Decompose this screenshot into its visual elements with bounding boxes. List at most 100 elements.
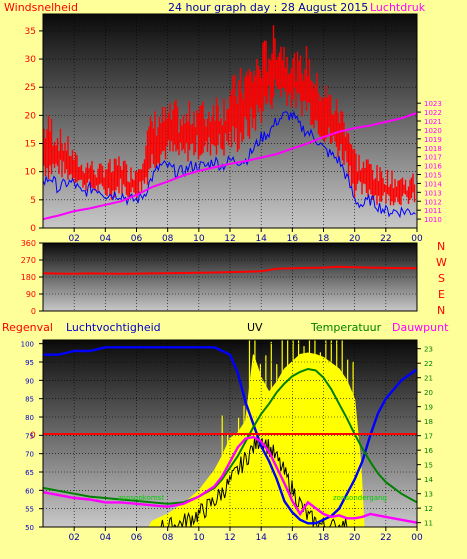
pressure-y-label: 1021 (424, 118, 442, 126)
humidity-title: Luchtvochtigheid (66, 321, 161, 334)
dir-y-label: 180 (21, 273, 36, 282)
wind-x-label: 16 (287, 234, 299, 244)
wind-x-label: 00 (411, 234, 423, 244)
hum-x-label: 12 (224, 533, 235, 543)
wind-y-label: 0 (30, 224, 36, 234)
hum-y-label: 95 (25, 359, 34, 367)
hum-y-label: 70 (25, 451, 34, 459)
pressure-line (42, 112, 418, 221)
temperature-title: Temperatuur (310, 321, 382, 334)
pressure-y-label: 1017 (424, 154, 442, 162)
hum-y-label: 55 (25, 506, 34, 514)
wind-x-label: 12 (224, 234, 235, 244)
wind-x-label: 20 (349, 234, 361, 244)
hum-y-label: 85 (25, 396, 34, 404)
graph-title: 24 hour graph day : 28 August 2015 (168, 1, 368, 14)
hum-x-label: 18 (318, 533, 330, 543)
temp-y-label: 14 (424, 476, 433, 484)
pressure-y-label: 1022 (424, 109, 442, 117)
temp-y-label: 23 (424, 346, 433, 354)
hum-y-label: 100 (21, 341, 34, 349)
pressure-y-label: 1013 (424, 189, 442, 197)
temp-y-label: 17 (424, 433, 433, 441)
dir-plot-frame (42, 242, 418, 312)
wind-x-label: 22 (380, 234, 391, 244)
hum-y-label: 65 (25, 469, 34, 477)
hum-x-label: 14 (255, 533, 267, 543)
temp-y-label: 16 (424, 447, 433, 455)
wind-axis-title: Windsnelheid (4, 1, 78, 14)
temp-y-label: 22 (424, 360, 433, 368)
pressure-y-label: 1011 (424, 207, 442, 215)
pressure-y-label: 1016 (424, 163, 442, 171)
rain-title: Regenval (2, 321, 53, 334)
wind-direction-panel: 0 90 180 270 360 N W S E N (21, 239, 447, 317)
hum-x-label: 02 (68, 533, 79, 543)
hum-y-label: 90 (25, 377, 34, 385)
wind-y-label: 30 (25, 55, 37, 65)
direction-label-n-bottom: N (437, 304, 445, 317)
humidity-line (43, 346, 418, 525)
temp-y-label: 15 (424, 462, 433, 470)
wind-x-label: 02 (68, 234, 79, 244)
dir-y-label: 270 (21, 256, 36, 265)
dewpoint-title: Dauwpunt (392, 321, 449, 334)
hum-y-label: 60 (25, 487, 34, 495)
wind-y-label: 5 (30, 196, 36, 206)
dir-y-label: 90 (26, 290, 36, 299)
rain-zero-label: 0 (30, 431, 36, 441)
temp-y-label: 18 (424, 418, 433, 426)
direction-label-w: W (436, 256, 447, 269)
direction-label-e: E (438, 288, 445, 301)
wind-y-label: 25 (25, 83, 36, 93)
hum-x-label: 04 (100, 533, 112, 543)
wind-y-label: 35 (25, 27, 36, 37)
pressure-axis-title: Luchtdruk (370, 1, 426, 14)
wind-pressure-panel: 0510152025303510101011101210131014101510… (25, 13, 442, 244)
pressure-y-label: 1023 (424, 100, 442, 108)
dir-y-label: 360 (21, 239, 36, 248)
hum-x-label: 10 (193, 533, 205, 543)
temp-y-label: 13 (424, 491, 433, 499)
temp-y-label: 12 (424, 505, 433, 513)
wind-y-label: 10 (25, 168, 37, 178)
uv-title: UV (247, 321, 263, 334)
temp-y-label: 21 (424, 375, 433, 383)
sunrise-label: zonsopkomst (118, 494, 164, 502)
direction-label-n-top: N (437, 240, 445, 253)
hum-x-label: 16 (287, 533, 299, 543)
wind-x-label: 08 (162, 234, 174, 244)
wind-direction-line (42, 265, 418, 275)
hum-y-label: 80 (25, 414, 34, 422)
temp-y-label: 20 (424, 389, 433, 397)
hum-x-label: 06 (131, 533, 143, 543)
direction-label-s: S (438, 272, 445, 285)
hum-x-label: 20 (349, 533, 361, 543)
pressure-y-label: 1014 (424, 180, 442, 188)
dewpoint-line (42, 435, 418, 524)
pressure-y-label: 1020 (424, 127, 442, 135)
hum-x-label: 08 (162, 533, 174, 543)
temp-y-label: 19 (424, 404, 433, 412)
wind-x-label: 18 (318, 234, 330, 244)
temp-y-label: 11 (424, 520, 433, 528)
hum-x-label: 22 (380, 533, 391, 543)
temperature-line (42, 367, 418, 505)
pressure-y-label: 1019 (424, 136, 442, 144)
wind-x-label: 10 (193, 234, 205, 244)
pressure-y-label: 1018 (424, 145, 442, 153)
pressure-y-label: 1010 (424, 216, 442, 224)
wind-y-label: 15 (25, 140, 36, 150)
dir-y-label: 0 (31, 307, 36, 316)
pressure-y-label: 1012 (424, 198, 442, 206)
wind-x-label: 06 (131, 234, 143, 244)
wind-x-label: 14 (255, 234, 267, 244)
gust-average-line (42, 110, 416, 219)
hum-y-label: 75 (25, 432, 34, 440)
pressure-y-label: 1015 (424, 172, 442, 180)
humidity-temp-uv-panel: 0 zonsopkomst zonsondergang 50 55 60 65 70 75… (21, 339, 433, 543)
wind-y-label: 20 (25, 111, 37, 121)
hum-y-label: 50 (25, 524, 34, 532)
